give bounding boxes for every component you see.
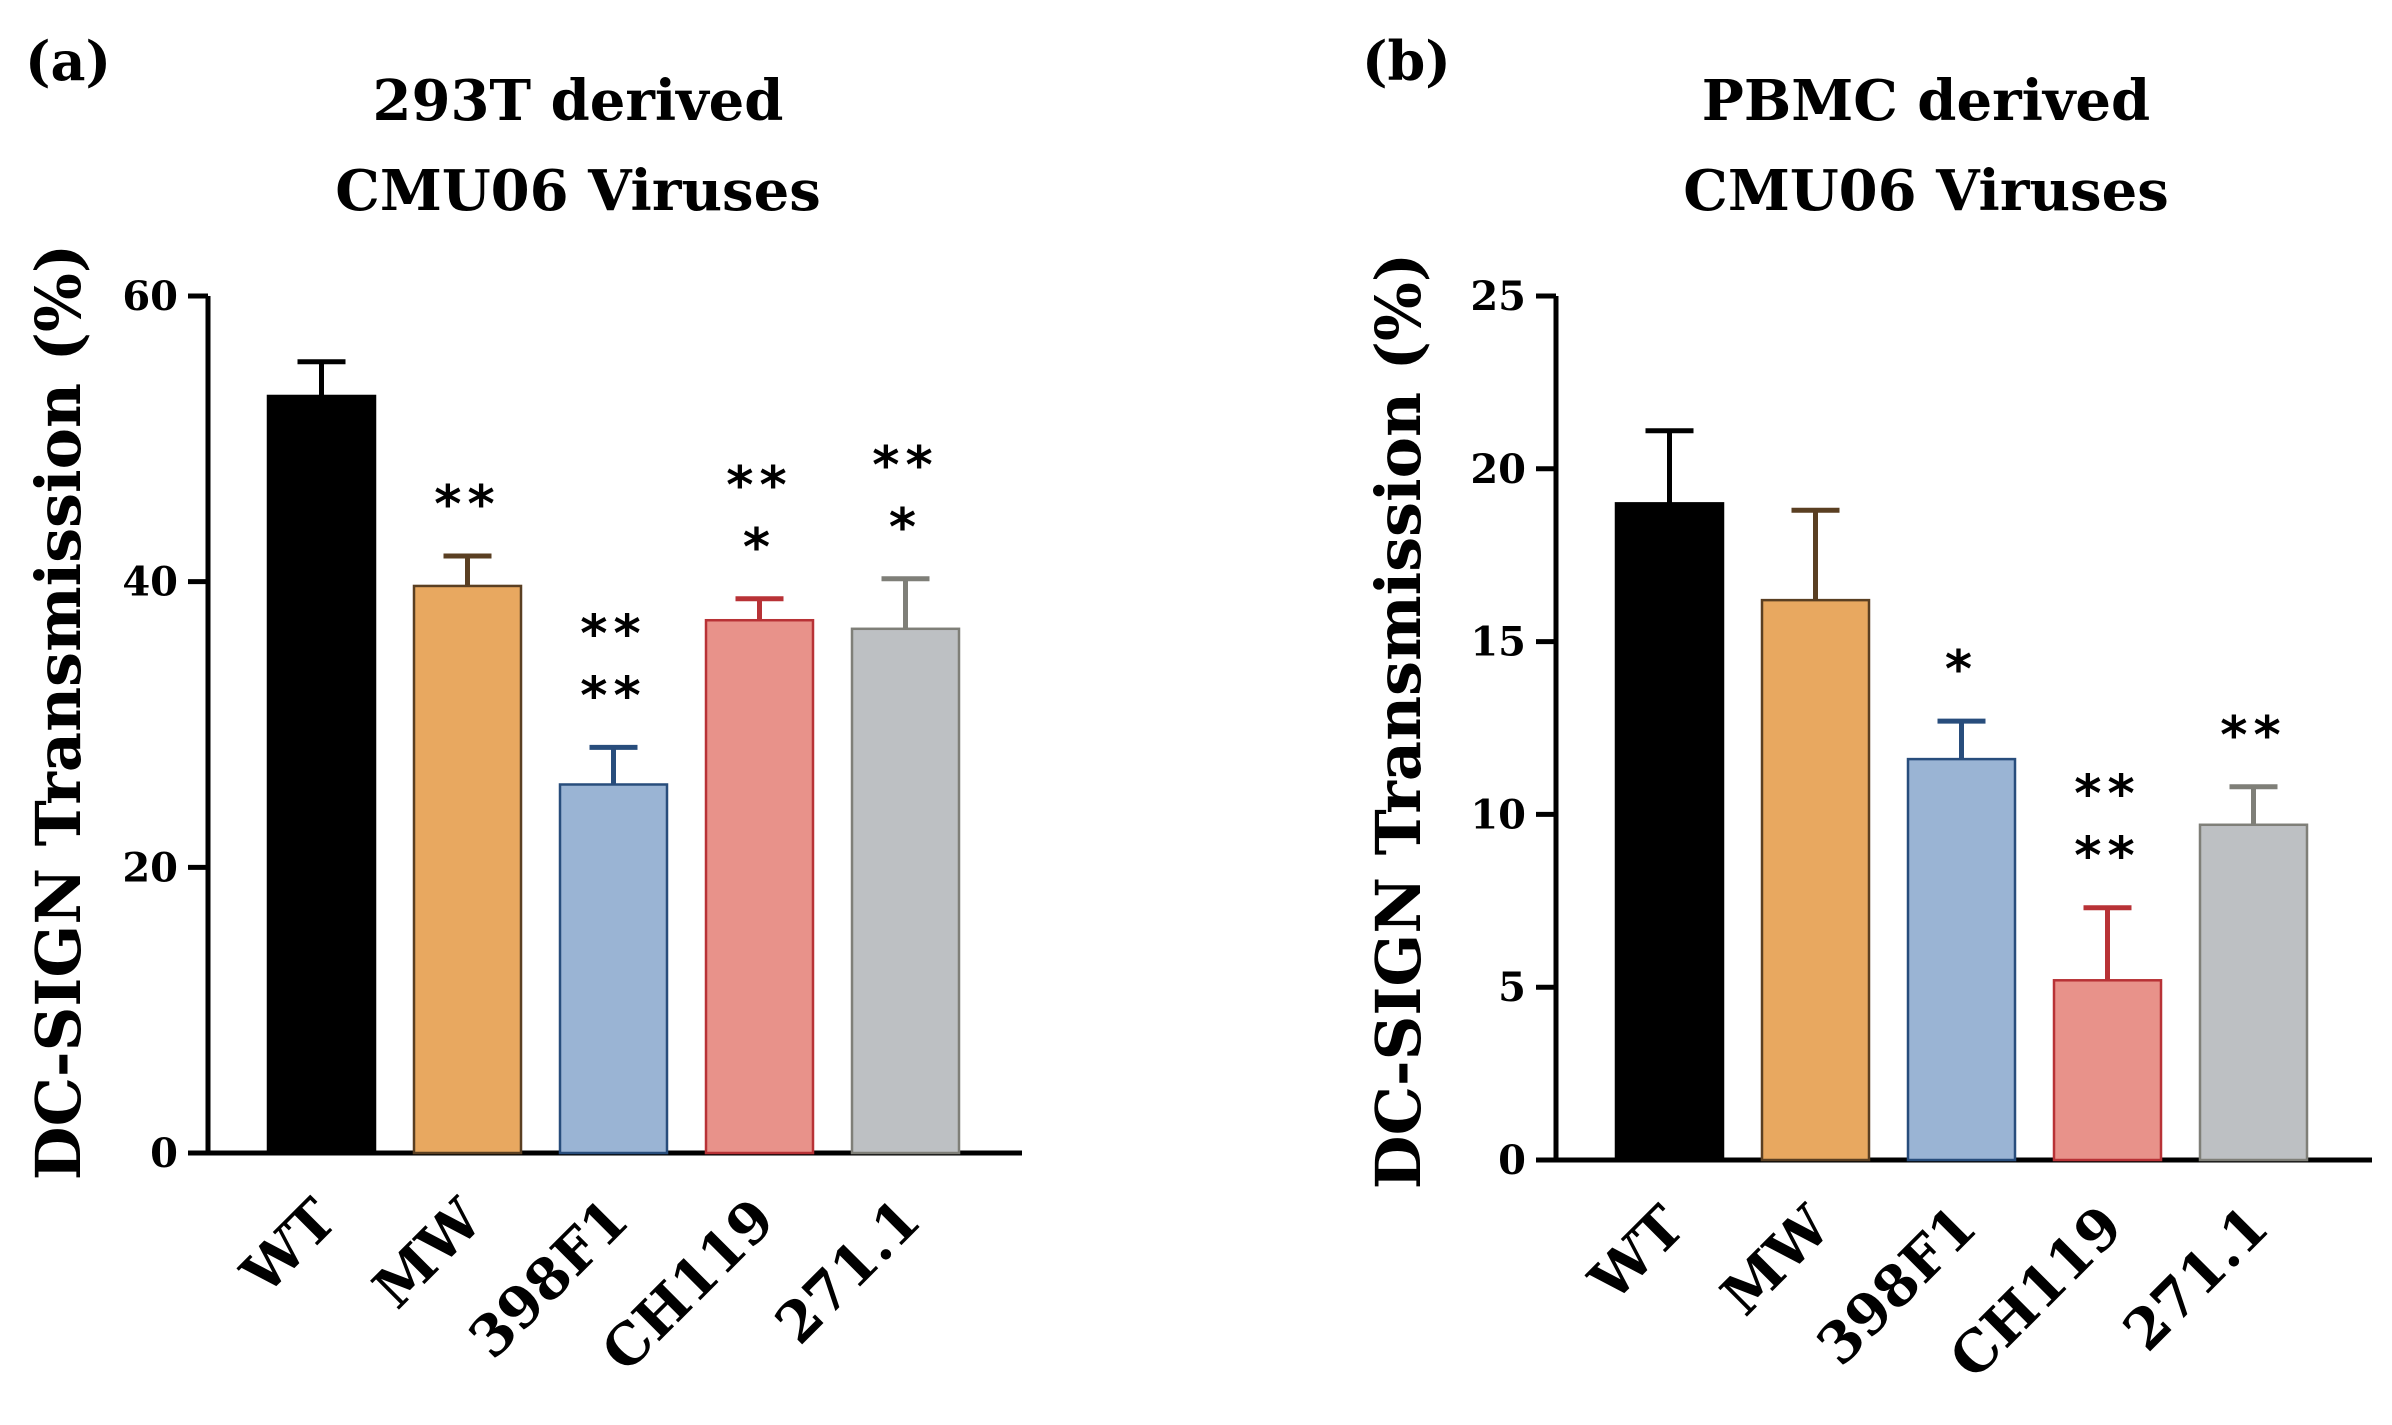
panel-b-significance-3-0: ** [2074,765,2140,825]
panel-b-bar-0 [1614,502,1725,1162]
panel-b-label: (b) [1362,29,1451,93]
panel-b-y-tick-label-2: 10 [1470,791,1526,838]
panel-a-bar-0 [266,394,377,1155]
panel-b-category-label-4: 271.1 [2111,1193,2282,1364]
panel-a-bar-4 [850,627,961,1155]
panel-a-y-tick-label-3: 60 [122,273,178,320]
panel-b-category-label-0: WT [1576,1193,1698,1315]
panel-a-category-label-4: 271.1 [763,1186,934,1357]
panel-a-category-label-1: MW [360,1185,496,1321]
panel-a-significance-2-0: ** [580,604,646,664]
panel-a-y-tick-label-1: 20 [122,844,178,891]
panel-a-significance-2-1: ** [580,666,646,726]
panel-a-significance-3-0: ** [726,456,792,516]
panel-b-bar-4 [2198,823,2309,1162]
panel-b-significance-2-0: * [1945,640,1978,700]
panel-a-significance-4-0: ** [872,436,938,496]
panel-a-bar-1 [412,584,523,1155]
panel-a-bar-3 [704,618,815,1155]
panel-b-y-tick-label-0: 0 [1498,1137,1526,1184]
panel-b-y-tick-label-3: 15 [1470,619,1526,666]
panel-b-y-tick-label-5: 25 [1470,273,1526,320]
panel-b-y-tick-label-4: 20 [1470,446,1526,493]
panel-b-bar-1 [1760,598,1871,1162]
panel-b-y-axis-label: DC-SIGN Transmission (%) [1362,253,1435,1189]
panel-a-bar-2 [558,783,669,1155]
panel-b-significance-3-1: ** [2074,827,2140,887]
panel-b-y-tick-label-1: 5 [1498,964,1526,1011]
panel-a: (a) 293T derived CMU06 Viruses DC-SIGN T… [22,29,1022,1384]
panel-b-title-line-1: PBMC derived [1702,68,2150,134]
panel-a-title-line-1: 293T derived [373,68,784,134]
panel-a-significance-4-1: * [889,498,922,558]
panel-a-significance-3-1: * [743,518,776,578]
panel-a-label: (a) [25,29,111,93]
panel-b-significance-4-0: ** [2220,706,2286,766]
panel-a-y-axis-label: DC-SIGN Transmission (%) [22,244,95,1180]
panel-a-significance-1-0: ** [434,475,500,535]
panel-b-bar-3 [2052,979,2163,1162]
panel-a-title-line-2: CMU06 Viruses [335,158,820,224]
panel-a-y-tick-label-2: 40 [122,559,178,606]
panel-b: (b) PBMC derived CMU06 Viruses DC-SIGN T… [1362,29,2372,1391]
panel-a-y-tick-label-0: 0 [150,1130,178,1177]
panel-b-bar-2 [1906,757,2017,1162]
panel-a-category-label-0: WT [228,1186,350,1308]
panel-b-category-label-1: MW [1708,1192,1844,1328]
panel-b-title-line-2: CMU06 Viruses [1683,158,2168,224]
